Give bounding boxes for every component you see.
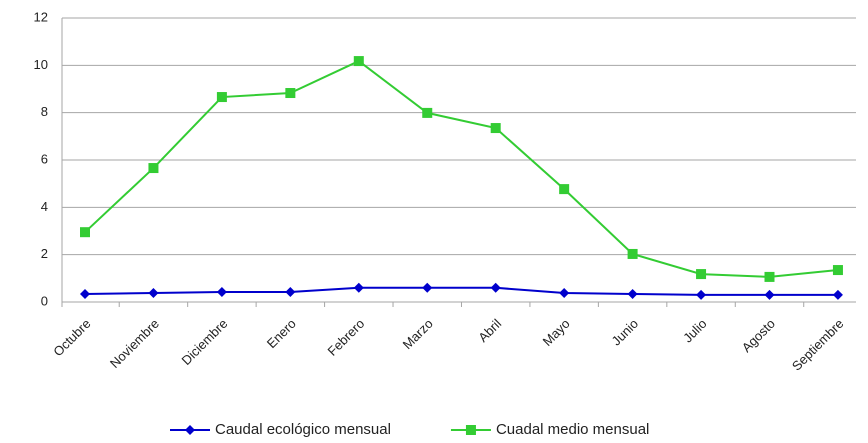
point: [696, 289, 707, 300]
point: [422, 282, 433, 293]
x-tick-label: Agosto: [739, 316, 778, 355]
point: [422, 107, 433, 118]
point: [627, 248, 638, 259]
point: [627, 288, 638, 299]
x-tick-label: Mayo: [540, 316, 573, 349]
y-tick-label: 10: [34, 57, 48, 72]
y-tick-label: 0: [41, 293, 48, 308]
series-line: [84, 286, 838, 296]
point: [185, 425, 195, 435]
point: [148, 288, 159, 299]
point: [216, 287, 227, 298]
legend-label: Caudal ecológico mensual: [215, 421, 391, 438]
legend-label: Cuadal medio mensual: [496, 421, 649, 438]
series-line: [84, 59, 839, 278]
x-tick-label: Julio: [680, 316, 710, 346]
point: [465, 425, 476, 435]
x-tick-label: Enero: [264, 316, 299, 351]
point: [490, 282, 501, 293]
y-tick-label: 12: [34, 9, 48, 24]
y-tick-label: 6: [41, 151, 48, 166]
x-tick-label: Noviembre: [107, 316, 162, 371]
point: [353, 282, 364, 293]
x-tick-label: Diciembre: [178, 316, 230, 368]
point: [285, 88, 296, 99]
y-tick-label: 8: [41, 104, 48, 119]
y-tick-label: 4: [41, 199, 48, 214]
x-tick-label: Marzo: [400, 316, 436, 352]
point: [353, 56, 364, 67]
point: [148, 163, 159, 174]
point: [696, 269, 707, 280]
x-tick-label: Febrero: [325, 316, 368, 359]
point: [559, 288, 570, 299]
point: [285, 287, 296, 298]
x-tick-label: Septiembre: [789, 316, 847, 374]
point: [559, 184, 570, 195]
point: [764, 271, 775, 282]
point: [832, 289, 843, 300]
point: [764, 289, 775, 300]
y-tick-label: 2: [41, 246, 48, 261]
x-tick-label: Octubre: [50, 316, 93, 359]
x-tick-label: Abril: [475, 316, 504, 345]
point: [490, 123, 501, 134]
point: [80, 227, 90, 238]
x-tick-label: Junio: [609, 316, 642, 349]
point: [80, 288, 90, 299]
point: [216, 92, 227, 103]
point: [832, 265, 843, 276]
